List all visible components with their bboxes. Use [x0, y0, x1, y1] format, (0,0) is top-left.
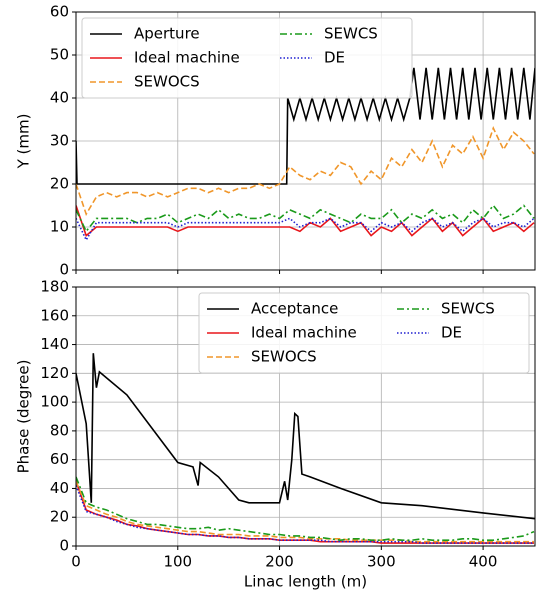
- y-tick-label: 0: [59, 537, 69, 555]
- legend-label: SEWOCS: [134, 73, 200, 91]
- series-line: [76, 125, 535, 217]
- axes-frame: [75, 11, 536, 271]
- series-line: [76, 481, 534, 544]
- y-tick-label: 40: [50, 89, 69, 107]
- y-tick-label: 60: [50, 450, 69, 468]
- legend-label: Ideal machine: [251, 324, 357, 342]
- legend-label: SEWOCS: [251, 348, 317, 366]
- x-tick-label: 100: [163, 553, 192, 571]
- y-tick-label: 30: [50, 132, 69, 150]
- x-tick-label: 300: [367, 553, 396, 571]
- y-axis-label: Phase (degree): [15, 360, 33, 474]
- series-line: [76, 476, 535, 542]
- y-tick-label: 20: [50, 175, 69, 193]
- legend-label: Aperture: [134, 25, 200, 43]
- x-tick-label: 0: [71, 553, 81, 571]
- y-tick-label: 50: [50, 46, 69, 64]
- series-line: [76, 204, 535, 233]
- series-line: [76, 217, 535, 242]
- legend-label: Acceptance: [251, 300, 338, 318]
- legend-label: DE: [324, 49, 345, 67]
- legend-label: DE: [441, 324, 462, 342]
- y-tick-label: 180: [40, 278, 69, 296]
- legend-box: [81, 17, 413, 99]
- x-axis-label: Linac length (m): [244, 573, 367, 591]
- y-tick-label: 10: [50, 218, 69, 236]
- y-tick-label: 100: [40, 393, 69, 411]
- y-axis-label: Y (mm): [15, 114, 33, 170]
- y-tick-label: 80: [50, 421, 69, 439]
- x-tick-label: 200: [265, 553, 294, 571]
- series-line: [76, 67, 535, 185]
- plot-area: [76, 67, 535, 242]
- y-tick-label: 160: [40, 306, 69, 324]
- axes-frame: [75, 286, 536, 547]
- y-tick-label: 120: [40, 364, 69, 382]
- y-tick-label: 20: [50, 508, 69, 526]
- series-line: [76, 485, 534, 544]
- y-tick-label: 60: [50, 3, 69, 21]
- y-tick-label: 40: [50, 479, 69, 497]
- y-tick-label: 0: [59, 261, 69, 279]
- legend-label: Ideal machine: [134, 49, 240, 67]
- x-tick-label: 400: [469, 553, 498, 571]
- legend-label: SEWCS: [324, 25, 378, 43]
- series-line: [76, 353, 535, 520]
- y-tick-label: 140: [40, 335, 69, 353]
- series-line: [76, 205, 535, 237]
- plot-area: [76, 353, 535, 544]
- legend-box: [198, 292, 530, 374]
- legend-label: SEWCS: [441, 300, 495, 318]
